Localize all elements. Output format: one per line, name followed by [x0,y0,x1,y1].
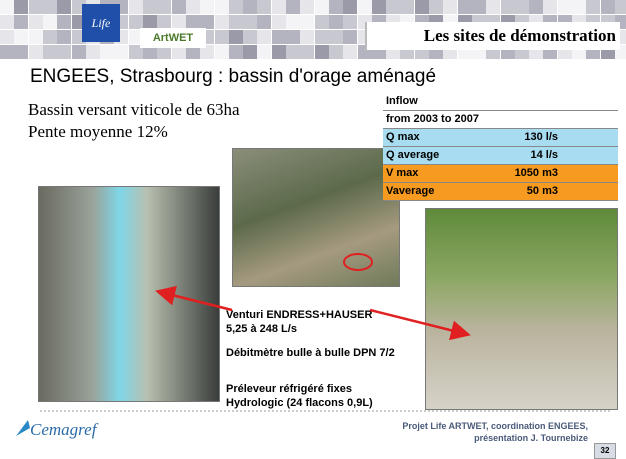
footer-credit: Projet Life ARTWET, coordination ENGEES,… [380,420,588,444]
cemagref-logo: Cemagref [30,420,96,440]
credit-line: présentation J. Tournebize [380,432,588,444]
cemagref-mark [16,420,30,436]
credit-line: Projet Life ARTWET, coordination ENGEES, [380,420,588,432]
arrow [370,310,466,334]
slide: Life ArtWET Les sites de démonstration E… [0,0,626,459]
highlight-ellipse [344,254,372,270]
page-number: 32 [594,443,616,459]
arrows [0,0,626,459]
arrow [160,292,232,310]
